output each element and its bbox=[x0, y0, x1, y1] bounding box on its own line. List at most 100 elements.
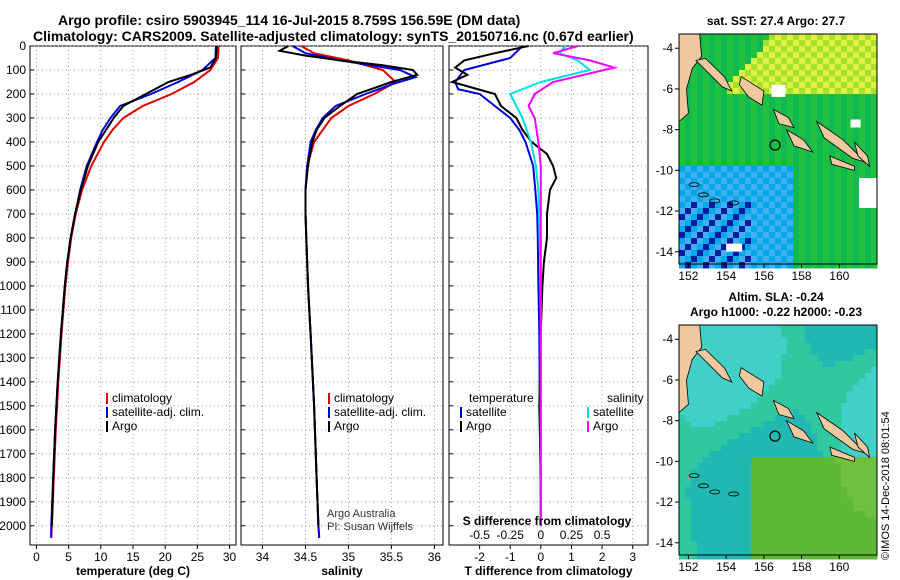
sla-map-cell bbox=[865, 535, 872, 542]
sst-map-cell bbox=[721, 208, 728, 215]
sla-map-cell bbox=[811, 487, 818, 494]
sst-map-cell bbox=[751, 34, 758, 41]
sst-map-cell bbox=[847, 106, 854, 113]
sst-map-cell bbox=[871, 106, 878, 113]
sla-map-cell bbox=[685, 391, 692, 398]
sst-map-cell bbox=[793, 256, 800, 263]
sla-map-cell bbox=[733, 487, 740, 494]
sst-map-cell bbox=[745, 190, 752, 197]
sst-map-nodata bbox=[726, 243, 743, 252]
sst-map-cell bbox=[817, 94, 824, 101]
sla-map-cell bbox=[679, 529, 686, 536]
sla-map-cell bbox=[757, 451, 764, 458]
sst-map-cell bbox=[697, 196, 704, 203]
sla-map-cell bbox=[799, 337, 806, 344]
sla-map-cell bbox=[859, 427, 866, 434]
sst-map-cell bbox=[799, 220, 806, 227]
sst-map-cell bbox=[853, 256, 860, 263]
sla-map-cell bbox=[685, 415, 692, 422]
sla-map-cell bbox=[685, 379, 692, 386]
sst-map-cell bbox=[805, 106, 812, 113]
sla-map-cell bbox=[787, 463, 794, 470]
sst-map-cell bbox=[769, 214, 776, 221]
sla-map-cell bbox=[793, 337, 800, 344]
sla-map-cell bbox=[709, 409, 716, 416]
sla-map-cell bbox=[865, 403, 872, 410]
depth-tick-label: 1000 bbox=[0, 279, 26, 293]
sst-map-cell bbox=[739, 214, 746, 221]
sst-map-cell bbox=[727, 124, 734, 131]
sst-map-cell bbox=[733, 142, 740, 149]
sla-map-cell bbox=[841, 517, 848, 524]
sst-map-cell bbox=[823, 124, 830, 131]
sla-map-cell bbox=[817, 463, 824, 470]
sla-map-cell bbox=[715, 427, 722, 434]
sst-map-cell bbox=[799, 178, 806, 185]
series-line-argo bbox=[50, 45, 218, 526]
sla-map-cell bbox=[685, 403, 692, 410]
sst-map-cell bbox=[733, 196, 740, 203]
sla-map-cell bbox=[787, 343, 794, 350]
sst-map-cell bbox=[685, 238, 692, 245]
sst-map-cell bbox=[781, 232, 788, 239]
sst-map-cell bbox=[733, 106, 740, 113]
sst-map-cell bbox=[865, 250, 872, 257]
sla-map-cell bbox=[727, 331, 734, 338]
sla-map-cell bbox=[805, 373, 812, 380]
sla-map-cell bbox=[811, 541, 818, 548]
sst-map-cell bbox=[697, 88, 704, 95]
sst-map-cell bbox=[775, 124, 782, 131]
sla-map-cell bbox=[733, 415, 740, 422]
sst-map-cell bbox=[679, 160, 686, 167]
sst-map-cell bbox=[727, 190, 734, 197]
sla-map-cell bbox=[703, 505, 710, 512]
sla-map-cell bbox=[709, 535, 716, 542]
sla-map-cell bbox=[691, 445, 698, 452]
sst-map-cell bbox=[775, 64, 782, 71]
sst-map-cell bbox=[721, 70, 728, 77]
sst-map-cell bbox=[793, 88, 800, 95]
sla-map-cell bbox=[745, 553, 752, 560]
sla-map-cell bbox=[841, 553, 848, 560]
sla-map-cell bbox=[829, 487, 836, 494]
sla-map-cell bbox=[853, 547, 860, 554]
sst-map-cell bbox=[679, 214, 686, 221]
sla-map-cell bbox=[715, 409, 722, 416]
sla-map-cell bbox=[811, 331, 818, 338]
sst-map-cell bbox=[685, 232, 692, 239]
sst-map-cell bbox=[691, 100, 698, 107]
sla-map-cell bbox=[733, 391, 740, 398]
sst-map-cell bbox=[715, 136, 722, 143]
sst-map-cell bbox=[871, 196, 878, 203]
sla-map-cell bbox=[793, 535, 800, 542]
sla-map-cell bbox=[847, 367, 854, 374]
sst-map-cell bbox=[817, 184, 824, 191]
sst-map-cell bbox=[739, 172, 746, 179]
depth-tick-label: 1700 bbox=[0, 447, 26, 461]
sst-map-cell bbox=[835, 190, 842, 197]
sst-map-cell bbox=[799, 232, 806, 239]
sla-map-cell bbox=[679, 451, 686, 458]
sla-map-cell bbox=[781, 337, 788, 344]
sst-map-cell bbox=[769, 40, 776, 47]
sla-map-cell bbox=[679, 427, 686, 434]
sla-map-cell bbox=[763, 481, 770, 488]
sst-map-cell bbox=[787, 88, 794, 95]
sst-map-cell bbox=[751, 256, 758, 263]
sst-map-cell bbox=[727, 34, 734, 41]
sla-map-cell bbox=[793, 349, 800, 356]
sla-map-cell bbox=[715, 535, 722, 542]
sst-map-cell bbox=[733, 34, 740, 41]
sst-map-cell bbox=[697, 118, 704, 125]
sla-map-cell bbox=[817, 439, 824, 446]
sla-map-cell bbox=[721, 457, 728, 464]
sla-map-cell bbox=[763, 367, 770, 374]
sst-map-cell bbox=[817, 70, 824, 77]
sla-map-cell bbox=[835, 415, 842, 422]
sla-map-cell bbox=[757, 511, 764, 518]
sla-map-cell bbox=[709, 517, 716, 524]
sst-map-cell bbox=[721, 88, 728, 95]
sla-map-cell bbox=[781, 343, 788, 350]
sla-map-cell bbox=[775, 463, 782, 470]
sst-map-cell bbox=[829, 226, 836, 233]
